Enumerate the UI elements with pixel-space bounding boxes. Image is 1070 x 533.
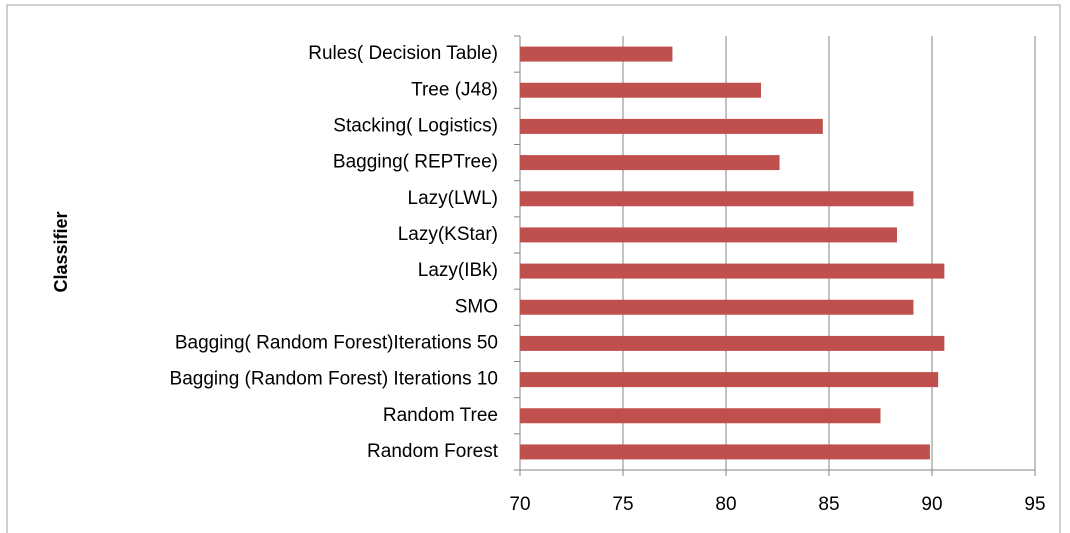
bar — [520, 408, 881, 424]
x-tick-label: 90 — [921, 494, 942, 515]
x-tick-label: 80 — [715, 494, 736, 515]
x-tick-label: 75 — [612, 494, 633, 515]
bar — [520, 118, 823, 134]
y-axis-title: Classifier — [51, 211, 71, 292]
bar — [520, 155, 780, 171]
bar — [520, 191, 914, 207]
y-tick-label: Bagging (Random Forest) Iterations 10 — [170, 369, 498, 390]
bar — [520, 444, 930, 460]
y-tick-label: Random Forest — [367, 441, 499, 462]
bar — [520, 335, 945, 351]
bar — [520, 372, 939, 388]
y-tick-label: Bagging( Random Forest)Iterations 50 — [175, 332, 498, 353]
bar — [520, 82, 762, 98]
y-tick-label: Bagging( REPTree) — [333, 152, 498, 173]
bar — [520, 227, 897, 243]
x-tick-label: 85 — [818, 494, 839, 515]
bar — [520, 46, 673, 62]
x-tick-label: 70 — [509, 494, 530, 515]
y-tick-label: Lazy(LWL) — [408, 188, 498, 209]
y-tick-label: Lazy(IBk) — [418, 260, 498, 281]
y-tick-label: Lazy(KStar) — [398, 224, 498, 245]
x-tick-label: 95 — [1024, 494, 1045, 515]
y-tick-label: Random Tree — [383, 405, 498, 426]
y-tick-label: Stacking( Logistics) — [333, 115, 498, 136]
y-tick-label: Tree (J48) — [411, 79, 498, 100]
frame — [6, 4, 1061, 533]
y-tick-label: Rules( Decision Table) — [308, 43, 498, 64]
bar — [520, 263, 945, 279]
bar — [520, 299, 914, 315]
y-tick-label: SMO — [455, 296, 498, 317]
